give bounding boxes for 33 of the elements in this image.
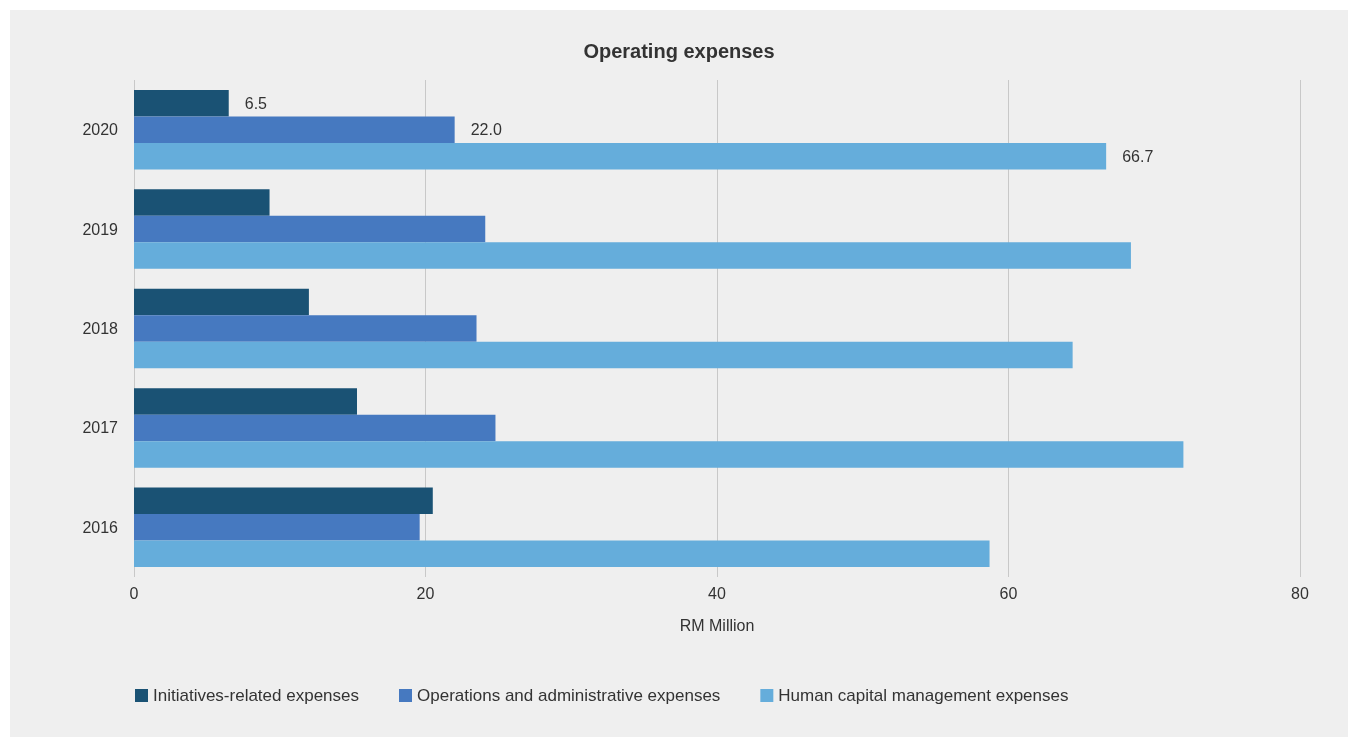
legend-label: Initiatives-related expenses	[153, 686, 360, 705]
bar	[134, 540, 990, 568]
bar	[134, 441, 1184, 468]
bar	[134, 189, 270, 216]
bar	[134, 215, 486, 243]
x-axis-title: RM Million	[679, 616, 755, 634]
data-label: 6.5	[244, 94, 268, 112]
chart-title: Operating expenses	[583, 40, 775, 62]
x-tick-label: 0	[129, 584, 139, 602]
bar	[134, 514, 420, 541]
y-tick-label: 2018	[82, 320, 119, 337]
bar	[134, 414, 496, 442]
bar	[134, 116, 455, 143]
y-tick-label: 2020	[82, 121, 119, 139]
x-tick-label: 80	[1291, 584, 1309, 602]
legend-label: Human capital management expenses	[778, 686, 1069, 705]
y-tick-label: 2017	[82, 419, 119, 437]
bar	[134, 288, 309, 316]
x-tick-label: 40	[708, 584, 726, 602]
x-tick-label: 20	[416, 584, 435, 602]
y-tick-label: 2019	[82, 220, 119, 238]
bar	[134, 315, 477, 342]
bar	[134, 89, 229, 117]
data-label: 66.7	[1122, 147, 1154, 165]
y-tick-label: 2016	[82, 518, 119, 536]
bar	[134, 142, 1107, 170]
legend-label: Operations and administrative expenses	[417, 686, 721, 705]
x-tick-label: 60	[999, 584, 1018, 602]
data-label: 22.0	[470, 121, 502, 139]
bar	[134, 341, 1073, 369]
bar	[134, 388, 357, 415]
bar	[134, 487, 433, 515]
bar	[134, 242, 1131, 269]
